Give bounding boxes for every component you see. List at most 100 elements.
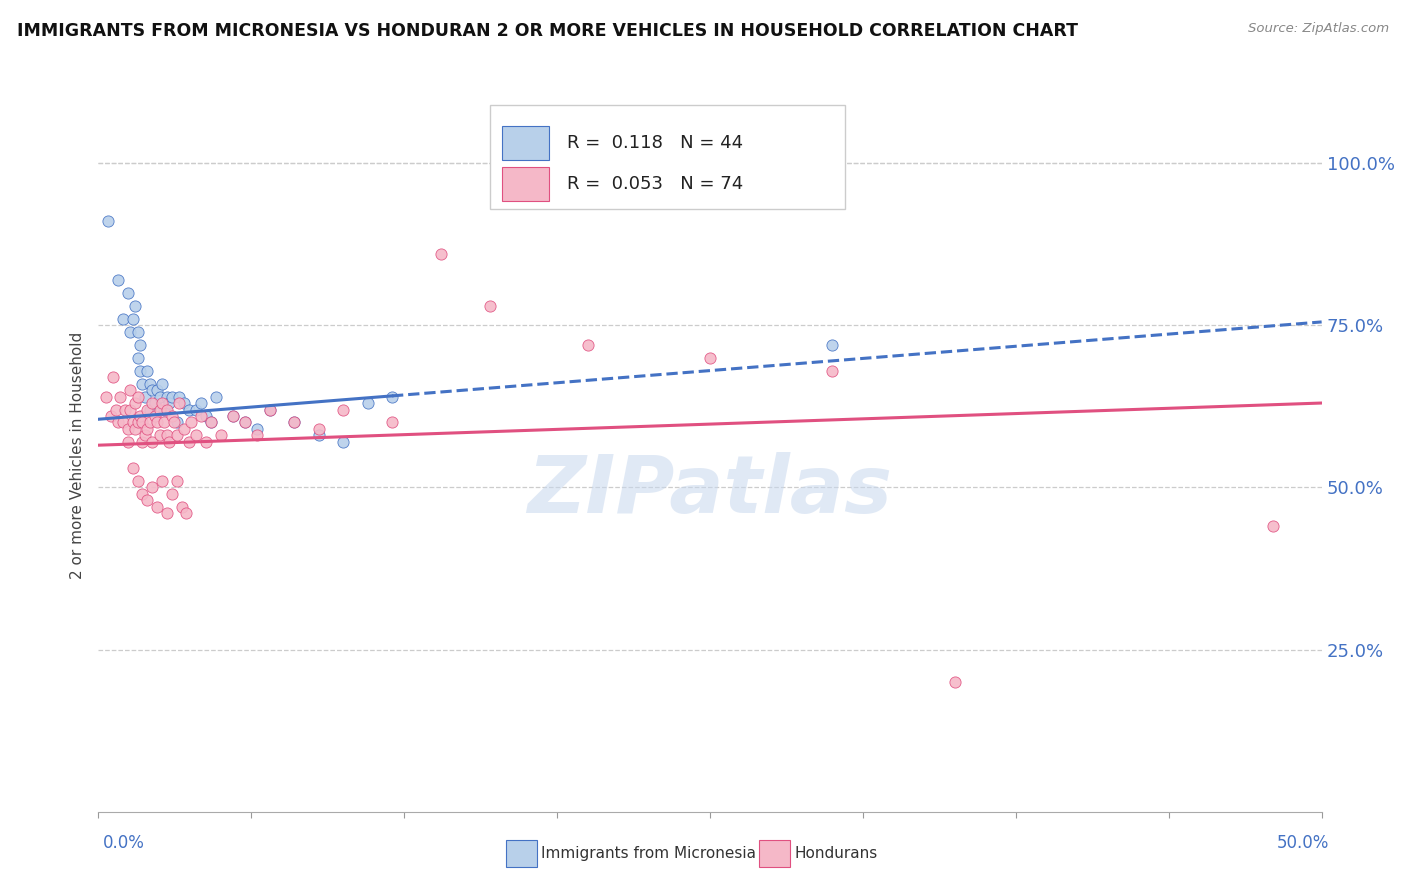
Point [222,409,245,423]
Point [186,402,208,417]
Point [114,402,136,417]
Point [166,428,188,442]
Point [127,351,149,365]
Point [150,376,173,391]
Point [121,311,143,326]
Point [821,337,844,351]
Point [195,409,218,423]
Point [283,416,305,430]
Point [129,363,152,377]
Point [141,480,163,494]
Point [699,351,721,365]
Point [153,416,176,430]
Point [1261,519,1284,533]
Point [136,422,159,436]
Point [156,506,179,520]
Point [222,409,245,423]
Point [381,390,404,404]
Text: R =  0.118   N = 44: R = 0.118 N = 44 [567,134,742,152]
Point [136,363,159,377]
Point [104,402,127,417]
Point [478,299,501,313]
Text: R =  0.053   N = 74: R = 0.053 N = 74 [567,175,744,193]
Point [143,409,166,423]
Text: Immigrants from Micronesia: Immigrants from Micronesia [541,847,756,861]
Point [149,402,172,417]
Point [117,285,139,300]
Point [157,396,180,410]
Point [157,434,180,449]
Point [139,376,162,391]
Point [176,506,198,520]
Point [131,416,153,430]
Point [195,434,218,449]
Point [131,487,153,501]
Point [209,428,232,442]
Point [141,383,163,397]
Point [177,434,200,449]
Point [190,396,212,410]
Point [107,273,129,287]
Point [143,396,166,410]
Point [131,434,153,449]
Point [381,416,404,430]
Point [177,402,200,417]
Point [156,428,179,442]
Point [190,409,212,423]
Point [124,299,146,313]
Point [129,409,152,423]
Point [160,390,183,404]
Point [107,416,129,430]
Point [200,416,222,430]
Point [170,500,193,514]
FancyBboxPatch shape [489,105,845,209]
Point [129,337,152,351]
Text: 0.0%: 0.0% [103,834,145,852]
Point [205,390,228,404]
Point [117,422,139,436]
Point [134,428,156,442]
Point [153,402,176,417]
Text: ZIPatlas: ZIPatlas [527,451,893,530]
Point [259,402,281,417]
Point [139,416,162,430]
Point [146,383,169,397]
Bar [502,126,548,161]
Point [356,396,378,410]
Point [134,390,156,404]
Point [233,416,256,430]
Point [120,325,142,339]
Point [124,422,146,436]
Point [259,402,281,417]
Point [173,396,195,410]
Point [97,214,120,228]
Point [111,311,134,326]
Point [120,402,142,417]
Point [160,409,183,423]
Point [156,390,179,404]
Point [576,337,599,351]
Point [246,422,269,436]
Point [166,474,188,488]
Point [127,390,149,404]
Point [121,416,143,430]
Point [136,493,159,508]
Point [149,428,172,442]
Point [111,416,134,430]
Point [150,396,173,410]
Point [101,370,124,384]
Point [943,675,966,690]
Point [156,402,179,417]
Point [308,422,330,436]
Point [141,396,163,410]
Point [127,416,149,430]
Point [160,487,183,501]
Point [173,422,195,436]
Point [283,416,305,430]
Point [124,396,146,410]
Text: IMMIGRANTS FROM MICRONESIA VS HONDURAN 2 OR MORE VEHICLES IN HOUSEHOLD CORRELATI: IMMIGRANTS FROM MICRONESIA VS HONDURAN 2… [17,22,1078,40]
Point [131,376,153,391]
Point [120,383,142,397]
Point [146,500,169,514]
Point [430,247,453,261]
